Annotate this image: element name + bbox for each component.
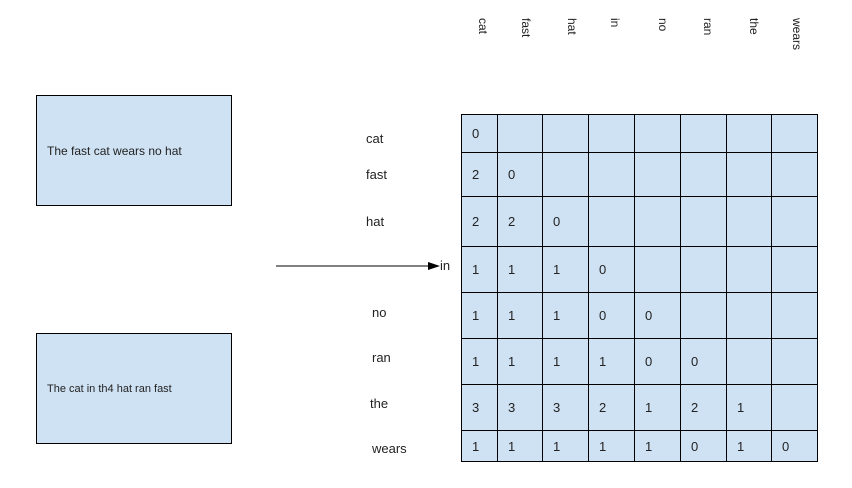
matrix-cell-wears-fast: 1 bbox=[497, 430, 543, 462]
matrix-cell-ran-fast: 1 bbox=[497, 338, 543, 385]
matrix-cell-the-the: 1 bbox=[726, 384, 772, 431]
matrix-cell-ran-no: 0 bbox=[634, 338, 681, 385]
column-label-hat: hat bbox=[565, 18, 579, 35]
matrix-cell-cat-ran bbox=[680, 114, 727, 153]
matrix-cell-ran-in: 1 bbox=[588, 338, 635, 385]
matrix-cell-the-hat: 3 bbox=[542, 384, 589, 431]
matrix-cell-fast-hat bbox=[542, 152, 589, 197]
matrix-cell-hat-in bbox=[588, 196, 635, 247]
column-label-in: in bbox=[608, 18, 622, 28]
column-label-the: the bbox=[747, 18, 761, 35]
matrix-cell-the-in: 2 bbox=[588, 384, 635, 431]
matrix-cell-the-cat: 3 bbox=[461, 384, 498, 431]
matrix-cell-no-no: 0 bbox=[634, 292, 681, 339]
matrix-cell-hat-wears bbox=[771, 196, 818, 247]
matrix-cell-fast-cat: 2 bbox=[461, 152, 498, 197]
row-label-cat: cat bbox=[366, 131, 384, 146]
matrix-cell-cat-wears bbox=[771, 114, 818, 153]
matrix-cell-the-ran: 2 bbox=[680, 384, 727, 431]
row-label-in: in bbox=[440, 258, 451, 273]
matrix-cell-ran-hat: 1 bbox=[542, 338, 589, 385]
matrix-cell-in-in: 0 bbox=[588, 246, 635, 293]
matrix-cell-wears-wears: 0 bbox=[771, 430, 818, 462]
matrix-cell-in-cat: 1 bbox=[461, 246, 498, 293]
column-label-fast: fast bbox=[519, 18, 533, 38]
sentence-text-1: The fast cat wears no hat bbox=[47, 143, 182, 158]
column-label-wears: wears bbox=[790, 18, 804, 51]
matrix-cell-no-wears bbox=[771, 292, 818, 339]
matrix-cell-wears-no: 1 bbox=[634, 430, 681, 462]
row-label-the: the bbox=[370, 396, 389, 411]
matrix-cell-hat-ran bbox=[680, 196, 727, 247]
matrix-cell-cat-fast bbox=[497, 114, 543, 153]
matrix-cell-wears-in: 1 bbox=[588, 430, 635, 462]
column-label-no: no bbox=[656, 18, 670, 32]
matrix-cell-ran-cat: 1 bbox=[461, 338, 498, 385]
matrix-cell-fast-wears bbox=[771, 152, 818, 197]
matrix-cell-fast-ran bbox=[680, 152, 727, 197]
row-label-fast: fast bbox=[366, 167, 387, 182]
matrix-cell-cat-no bbox=[634, 114, 681, 153]
matrix-cell-cat-hat bbox=[542, 114, 589, 153]
matrix-cell-ran-ran: 0 bbox=[680, 338, 727, 385]
matrix-cell-ran-the bbox=[726, 338, 772, 385]
sentence-box-1: The fast cat wears no hat bbox=[36, 95, 232, 206]
matrix-cell-in-ran bbox=[680, 246, 727, 293]
matrix-cell-in-the bbox=[726, 246, 772, 293]
column-label-cat: cat bbox=[476, 18, 490, 35]
matrix-cell-no-cat: 1 bbox=[461, 292, 498, 339]
matrix-cell-wears-cat: 1 bbox=[461, 430, 498, 462]
matrix-cell-cat-the bbox=[726, 114, 772, 153]
column-label-ran: ran bbox=[701, 18, 715, 36]
matrix-cell-in-wears bbox=[771, 246, 818, 293]
matrix-cell-hat-the bbox=[726, 196, 772, 247]
matrix-cell-the-wears bbox=[771, 384, 818, 431]
matrix-cell-cat-cat: 0 bbox=[461, 114, 498, 153]
matrix-cell-wears-the: 1 bbox=[726, 430, 772, 462]
row-label-wears: wears bbox=[372, 441, 407, 456]
matrix-row-cat: 0 bbox=[461, 114, 818, 153]
matrix-cell-the-fast: 3 bbox=[497, 384, 543, 431]
matrix-cell-wears-ran: 0 bbox=[680, 430, 727, 462]
matrix-cell-no-the bbox=[726, 292, 772, 339]
row-label-hat: hat bbox=[366, 214, 385, 229]
matrix-cell-in-hat: 1 bbox=[542, 246, 589, 293]
matrix-cell-ran-wears bbox=[771, 338, 818, 385]
matrix-cell-fast-the bbox=[726, 152, 772, 197]
matrix-cell-cat-in bbox=[588, 114, 635, 153]
matrix-cell-fast-no bbox=[634, 152, 681, 197]
sentence-box-2: The cat in th4 hat ran fast bbox=[36, 333, 232, 444]
matrix-cell-hat-no bbox=[634, 196, 681, 247]
matrix-cell-hat-fast: 2 bbox=[497, 196, 543, 247]
matrix-cell-no-ran bbox=[680, 292, 727, 339]
row-label-ran: ran bbox=[372, 350, 391, 365]
matrix-cell-in-no bbox=[634, 246, 681, 293]
row-label-no: no bbox=[372, 305, 387, 320]
matrix-cell-in-fast: 1 bbox=[497, 246, 543, 293]
arrow-connector bbox=[276, 262, 440, 270]
matrix-cell-fast-fast: 0 bbox=[497, 152, 543, 197]
matrix-cell-the-no: 1 bbox=[634, 384, 681, 431]
matrix-cell-wears-hat: 1 bbox=[542, 430, 589, 462]
matrix-cell-hat-cat: 2 bbox=[461, 196, 498, 247]
matrix-cell-no-fast: 1 bbox=[497, 292, 543, 339]
matrix-cell-fast-in bbox=[588, 152, 635, 197]
sentence-text-2: The cat in th4 hat ran fast bbox=[47, 382, 172, 395]
matrix-cell-no-in: 0 bbox=[588, 292, 635, 339]
matrix-cell-hat-hat: 0 bbox=[542, 196, 589, 247]
matrix-cell-no-hat: 1 bbox=[542, 292, 589, 339]
